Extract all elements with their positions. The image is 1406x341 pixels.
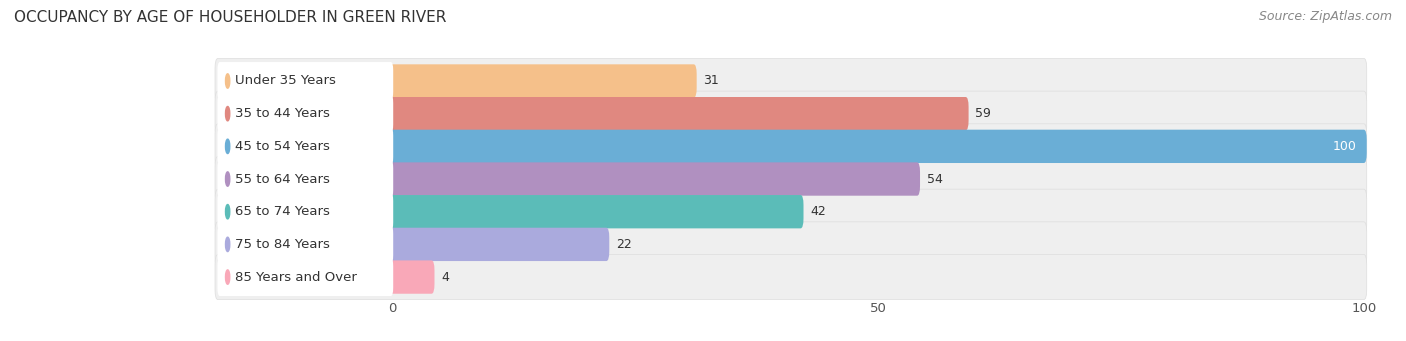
- Text: 42: 42: [810, 205, 827, 218]
- Circle shape: [225, 74, 229, 88]
- FancyBboxPatch shape: [389, 228, 609, 261]
- FancyBboxPatch shape: [389, 162, 920, 196]
- FancyBboxPatch shape: [389, 130, 1367, 163]
- Text: Under 35 Years: Under 35 Years: [235, 74, 336, 88]
- FancyBboxPatch shape: [215, 254, 1367, 300]
- Text: 54: 54: [927, 173, 942, 186]
- FancyBboxPatch shape: [215, 58, 1367, 104]
- FancyBboxPatch shape: [218, 62, 394, 100]
- FancyBboxPatch shape: [218, 160, 394, 198]
- Text: 4: 4: [441, 270, 449, 284]
- Text: Source: ZipAtlas.com: Source: ZipAtlas.com: [1258, 10, 1392, 23]
- Text: 35 to 44 Years: 35 to 44 Years: [235, 107, 330, 120]
- FancyBboxPatch shape: [215, 222, 1367, 267]
- Circle shape: [225, 139, 229, 153]
- FancyBboxPatch shape: [215, 124, 1367, 169]
- FancyBboxPatch shape: [389, 195, 803, 228]
- Text: 75 to 84 Years: 75 to 84 Years: [235, 238, 330, 251]
- Text: 55 to 64 Years: 55 to 64 Years: [235, 173, 330, 186]
- Text: OCCUPANCY BY AGE OF HOUSEHOLDER IN GREEN RIVER: OCCUPANCY BY AGE OF HOUSEHOLDER IN GREEN…: [14, 10, 447, 25]
- Circle shape: [225, 106, 229, 121]
- Text: 45 to 54 Years: 45 to 54 Years: [235, 140, 330, 153]
- FancyBboxPatch shape: [218, 225, 394, 263]
- FancyBboxPatch shape: [389, 261, 434, 294]
- Circle shape: [225, 270, 229, 284]
- Text: 65 to 74 Years: 65 to 74 Years: [235, 205, 330, 218]
- FancyBboxPatch shape: [218, 95, 394, 133]
- Circle shape: [225, 205, 229, 219]
- FancyBboxPatch shape: [215, 91, 1367, 136]
- FancyBboxPatch shape: [389, 97, 969, 130]
- FancyBboxPatch shape: [218, 128, 394, 165]
- Text: 31: 31: [703, 74, 720, 88]
- Text: 59: 59: [976, 107, 991, 120]
- Circle shape: [225, 237, 229, 252]
- FancyBboxPatch shape: [218, 193, 394, 231]
- FancyBboxPatch shape: [389, 64, 697, 98]
- Text: 85 Years and Over: 85 Years and Over: [235, 270, 357, 284]
- Text: 100: 100: [1331, 140, 1355, 153]
- Text: 22: 22: [616, 238, 631, 251]
- Circle shape: [225, 172, 229, 186]
- FancyBboxPatch shape: [218, 258, 394, 296]
- FancyBboxPatch shape: [215, 157, 1367, 202]
- FancyBboxPatch shape: [215, 189, 1367, 234]
